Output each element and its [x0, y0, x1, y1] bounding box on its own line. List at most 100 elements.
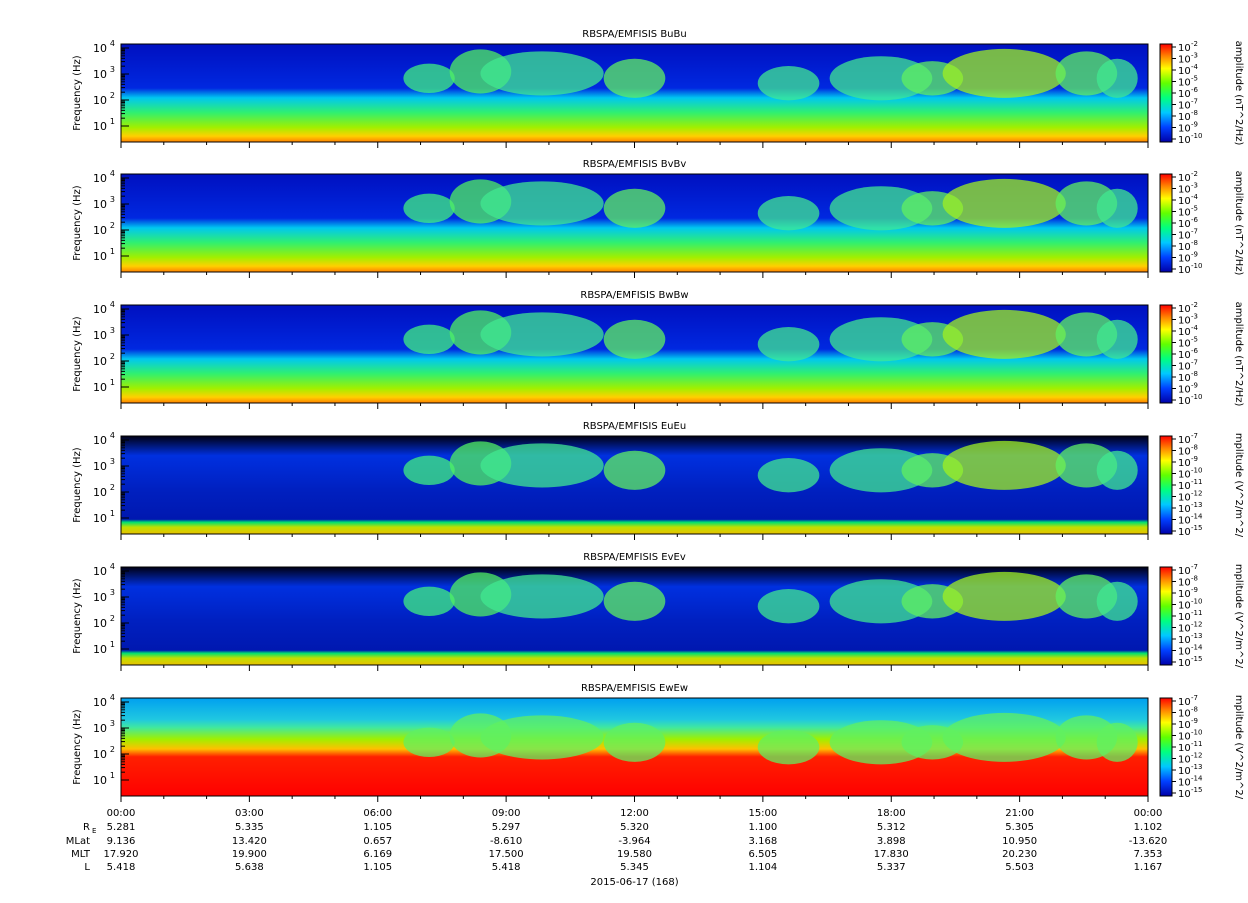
panel-title: RBSPA/EMFISIS EwEw [581, 683, 688, 694]
colorbar-tick-exponent: -5 [1191, 336, 1198, 344]
colorbar-tick-label: 10 [1178, 743, 1191, 754]
colorbar-tick-exponent: -10 [1191, 729, 1202, 737]
y-tick-label: 10 [93, 120, 107, 133]
ephemeris-value: 9.136 [107, 836, 136, 847]
colorbar-label: amplitude (nT^2/Hz) [1233, 41, 1244, 146]
ephemeris-value: 17.920 [104, 849, 139, 860]
ephemeris-value: 19.900 [232, 849, 267, 860]
colorbar-tick-exponent: -7 [1191, 359, 1198, 367]
y-tick-label: 10 [93, 512, 107, 525]
ephemeris-label: R [83, 822, 90, 833]
colorbar-tick-exponent: -10 [1191, 132, 1202, 140]
ephemeris-value: 7.353 [1134, 849, 1163, 860]
colorbar-tick-label: 10 [1178, 66, 1191, 77]
colorbar-tick-exponent: -8 [1191, 239, 1198, 247]
colorbar-tick-exponent: -2 [1191, 40, 1198, 48]
colorbar-tick-exponent: -8 [1191, 109, 1198, 117]
activity-region [942, 178, 1066, 228]
colorbar-tick-exponent: -8 [1191, 706, 1198, 714]
y-tick-exponent: 4 [110, 431, 115, 440]
colorbar-tick-label: 10 [1178, 339, 1191, 350]
y-tick-label: 10 [93, 381, 107, 394]
ephemeris-value: -13.620 [1129, 836, 1168, 847]
colorbar-tick-exponent: -5 [1191, 75, 1198, 83]
colorbar-tick-label: 10 [1178, 589, 1191, 600]
ephemeris-value: 6.505 [749, 849, 778, 860]
x-tick-label: 00:00 [107, 808, 136, 819]
ephemeris-value: 5.335 [235, 822, 264, 833]
colorbar-tick-label: 10 [1178, 493, 1191, 504]
y-axis-label: Frequency (Hz) [72, 55, 83, 131]
colorbar-tick-label: 10 [1178, 265, 1191, 276]
colorbar-tick-label: 10 [1178, 697, 1191, 708]
colorbar-tick-label: 10 [1178, 316, 1191, 327]
activity-region [757, 730, 820, 765]
colorbar-tick-exponent: -9 [1191, 251, 1198, 259]
colorbar-tick-exponent: -5 [1191, 205, 1198, 213]
y-tick-label: 10 [93, 303, 107, 316]
colorbar-tick-exponent: -7 [1191, 694, 1198, 702]
ephemeris-value: 10.950 [1002, 836, 1037, 847]
y-tick-exponent: 1 [110, 378, 115, 387]
colorbar-tick-label: 10 [1178, 112, 1191, 123]
colorbar-tick-label: 10 [1178, 732, 1191, 743]
colorbar-tick-exponent: -13 [1191, 763, 1202, 771]
activity-region [829, 186, 933, 231]
colorbar-tick-exponent: -15 [1191, 655, 1202, 663]
y-tick-label: 10 [93, 224, 107, 237]
x-tick-label: 15:00 [748, 808, 777, 819]
colorbar-tick-label: 10 [1178, 173, 1191, 184]
x-tick-label: 03:00 [235, 808, 264, 819]
colorbar-tick-label: 10 [1178, 504, 1191, 515]
colorbar-tick-exponent: -7 [1191, 432, 1198, 440]
colorbar-tick-exponent: -4 [1191, 193, 1199, 201]
colorbar-tick-exponent: -6 [1191, 86, 1199, 94]
colorbar-tick-label: 10 [1178, 385, 1191, 396]
colorbar-tick-label: 10 [1178, 78, 1191, 89]
colorbar-tick-exponent: -8 [1191, 444, 1198, 452]
activity-region [403, 586, 455, 616]
colorbar-tick-label: 10 [1178, 350, 1191, 361]
activity-region [1096, 722, 1138, 762]
y-tick-exponent: 3 [110, 457, 115, 466]
colorbar [1159, 566, 1173, 666]
colorbar-tick-exponent: -12 [1191, 490, 1202, 498]
colorbar-tick-label: 10 [1178, 362, 1191, 373]
ephemeris-value: 3.898 [877, 836, 906, 847]
y-tick-exponent: 4 [110, 300, 115, 309]
colorbar-tick-exponent: -10 [1191, 393, 1202, 401]
colorbar-tick-label: 10 [1178, 458, 1191, 469]
colorbar-tick-label: 10 [1178, 43, 1191, 54]
activity-region [829, 56, 933, 101]
colorbar-tick-exponent: -11 [1191, 478, 1202, 486]
y-tick-label: 10 [93, 722, 107, 735]
colorbar-tick-label: 10 [1178, 242, 1191, 253]
x-tick-label: 21:00 [1005, 808, 1034, 819]
colorbar-tick-exponent: -3 [1191, 182, 1198, 190]
colorbar-tick-exponent: -6 [1191, 216, 1199, 224]
y-tick-exponent: 2 [110, 745, 115, 754]
colorbar-tick-label: 10 [1178, 566, 1191, 577]
x-tick-label: 06:00 [363, 808, 392, 819]
activity-region [403, 324, 455, 354]
activity-region [1096, 581, 1138, 621]
colorbar-tick-exponent: -10 [1191, 467, 1202, 475]
colorbar-tick-exponent: -4 [1191, 63, 1199, 71]
ephemeris-label-subscript: E [92, 827, 96, 835]
colorbar-tick-label: 10 [1178, 208, 1191, 219]
y-tick-exponent: 2 [110, 614, 115, 623]
colorbar-tick-exponent: -9 [1191, 455, 1198, 463]
y-tick-exponent: 3 [110, 195, 115, 204]
y-tick-exponent: 4 [110, 693, 115, 702]
activity-region [1096, 450, 1138, 490]
activity-region [480, 181, 604, 226]
colorbar-tick-label: 10 [1178, 470, 1191, 481]
y-tick-label: 10 [93, 42, 107, 55]
ephemeris-value: 17.500 [489, 849, 524, 860]
activity-region [1096, 188, 1138, 228]
colorbar-tick-exponent: -10 [1191, 262, 1202, 270]
colorbar-tick-exponent: -2 [1191, 170, 1198, 178]
